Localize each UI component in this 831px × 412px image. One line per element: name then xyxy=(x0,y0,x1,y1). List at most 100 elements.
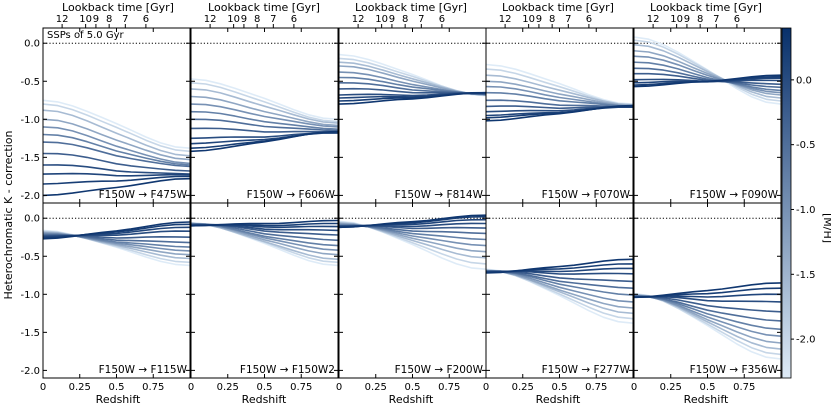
y-tick-label: -0.5 xyxy=(20,252,40,263)
lookback-tick-label: 6 xyxy=(586,14,592,25)
panel-frame xyxy=(42,202,191,379)
filter-label: F150W → F356W xyxy=(690,364,779,376)
series-line-mh--0.25 xyxy=(42,152,191,172)
lookback-tick-label: 8 xyxy=(254,14,260,25)
top-axis-label-1: Lookback time [Gyr] xyxy=(62,1,174,14)
panel-frame xyxy=(190,27,339,204)
series-line-mh-0.3 xyxy=(633,74,782,88)
y-tick-label: -2.0 xyxy=(20,366,40,377)
series-line-mh--2.3 xyxy=(485,63,634,105)
colorbar-tick-label: -1.5 xyxy=(796,270,816,281)
colorbar-label: [M/H] xyxy=(821,213,831,243)
filter-label: F150W → F475W xyxy=(99,189,188,201)
series-line-mh-0.3 xyxy=(190,130,339,153)
filter-label: F150W → F150W2 xyxy=(240,364,335,376)
y-tick-label: -1.5 xyxy=(20,153,40,164)
series-line-mh--1.6 xyxy=(190,88,339,124)
lookback-tick-label: 6 xyxy=(734,14,740,25)
top-axis-label-2: Lookback time [Gyr] xyxy=(208,1,320,14)
x-axis-label-2: Redshift xyxy=(242,393,287,406)
panel-frame xyxy=(338,27,487,204)
filter-label: F150W → F070W xyxy=(542,189,631,201)
filter-label: F150W → F200W xyxy=(395,364,484,376)
x-tick-label: 0.25 xyxy=(512,382,534,393)
lookback-tick-label: 12 xyxy=(56,14,69,25)
lookback-tick-label: 8 xyxy=(697,14,703,25)
colorbar-tick-label: 0.0 xyxy=(796,75,812,86)
x-tick-label: 0.5 xyxy=(257,382,273,393)
top-axis-label-3: Lookback time [Gyr] xyxy=(355,1,467,14)
series-line-mh-0.3 xyxy=(190,219,339,227)
lookback-tick-label: 9 xyxy=(389,14,395,25)
lookback-tick-label: 10 xyxy=(670,14,683,25)
series-line-mh--1 xyxy=(633,55,782,94)
y-tick-label: -1.0 xyxy=(20,115,40,126)
series-line-mh-0.1 xyxy=(42,172,191,177)
panel-5: F150W → F090W 12 10 9 8 7 6 xyxy=(633,14,782,204)
series-line-mh--1 xyxy=(190,103,339,128)
x-tick-label: 0 xyxy=(336,382,342,393)
filter-label: F150W → F606W xyxy=(247,189,336,201)
series-line-mh--2.3 xyxy=(190,78,339,121)
lookback-tick-label: 12 xyxy=(499,14,512,25)
series-line-mh-0.3 xyxy=(485,104,634,122)
series-line-mh--1.3 xyxy=(485,269,634,309)
series-line-mh--2 xyxy=(633,39,782,102)
panel-frame xyxy=(485,27,634,204)
lookback-tick-label: 12 xyxy=(204,14,217,25)
lookback-tick-label: 9 xyxy=(684,14,690,25)
series-line-mh--2 xyxy=(485,68,634,106)
series-line-mh--1.6 xyxy=(42,109,191,157)
x-axis-label-4: Redshift xyxy=(536,393,581,406)
x-tick-label: 0.75 xyxy=(142,382,164,393)
lookback-tick-label: 10 xyxy=(375,14,388,25)
series-line-mh-0.3 xyxy=(485,258,634,274)
lookback-tick-label: 12 xyxy=(647,14,660,25)
panel-1: F150W → F475W 0.0 -0.5 -1.0 -1.5 -2.0 12 10 9 8 7 6 xyxy=(20,14,191,204)
lookback-tick-label: 7 xyxy=(713,14,719,25)
lookback-tick-label: 12 xyxy=(352,14,365,25)
colorbar xyxy=(781,27,792,379)
lookback-tick-label: 10 xyxy=(79,14,92,25)
lookback-tick-label: 8 xyxy=(549,14,555,25)
y-tick-label: 0.0 xyxy=(24,214,40,225)
y-tick-label: 0.0 xyxy=(24,39,40,50)
x-tick-label: 0.75 xyxy=(290,382,312,393)
series-line-mh--1.6 xyxy=(485,74,634,106)
x-axis-label-3: Redshift xyxy=(389,393,434,406)
x-tick-label: 0.75 xyxy=(585,382,607,393)
lookback-tick-label: 6 xyxy=(143,14,149,25)
y-tick-label: -2.0 xyxy=(20,191,40,202)
colorbar-tick-label: -0.5 xyxy=(796,140,816,151)
series-line-mh--2 xyxy=(42,103,191,153)
lookback-tick-label: 7 xyxy=(122,14,128,25)
filter-label: F150W → F277W xyxy=(542,364,631,376)
series-line-mh--0.75 xyxy=(633,61,782,92)
panel-2: F150W → F606W 12 10 9 8 7 6 xyxy=(190,14,339,204)
y-axis-label: Heterochromatic K - correction xyxy=(2,130,15,299)
series-line-mh--2.3 xyxy=(42,99,191,149)
x-tick-label: 0 xyxy=(631,382,637,393)
x-axis-label-1: Redshift xyxy=(96,393,141,406)
y-tick-label: -1.5 xyxy=(20,328,40,339)
lookback-tick-label: 10 xyxy=(227,14,240,25)
lookback-tick-label: 9 xyxy=(241,14,247,25)
filter-label: F150W → F115W xyxy=(99,364,188,376)
filter-label: F150W → F090W xyxy=(690,189,779,201)
x-tick-label: 0.25 xyxy=(69,382,91,393)
series-line-mh--2 xyxy=(190,82,339,123)
x-tick-label: 0.75 xyxy=(733,382,755,393)
lookback-tick-label: 8 xyxy=(402,14,408,25)
series-line-mh--1.3 xyxy=(42,118,191,161)
series-line-mh--0.25 xyxy=(190,127,339,133)
series-line-mh--0.5 xyxy=(190,118,339,132)
series-line-mh-0.3 xyxy=(338,214,487,229)
ssp-annotation: SSPs of 5.0 Gyr xyxy=(47,30,125,41)
x-tick-label: 0.5 xyxy=(552,382,568,393)
lookback-tick-label: 7 xyxy=(270,14,276,25)
series-line-mh--0.5 xyxy=(633,295,782,322)
series-line-mh--1.3 xyxy=(633,50,782,96)
series-line-mh-0.3 xyxy=(338,91,487,105)
